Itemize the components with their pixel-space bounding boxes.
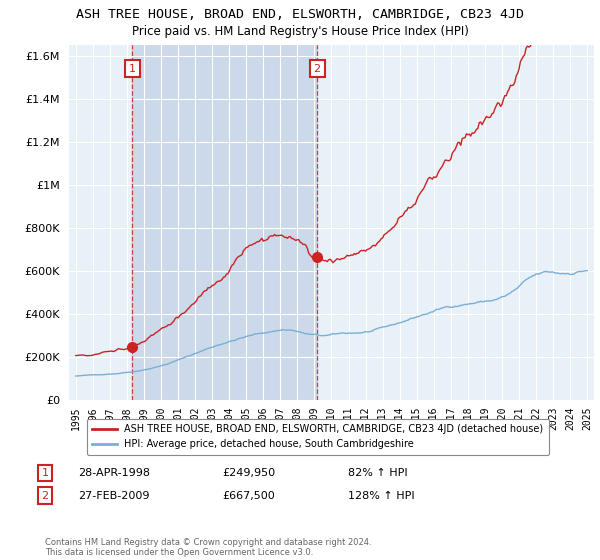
Text: 27-FEB-2009: 27-FEB-2009: [78, 491, 149, 501]
Text: 82% ↑ HPI: 82% ↑ HPI: [348, 468, 407, 478]
Text: 1: 1: [41, 468, 49, 478]
Text: £249,950: £249,950: [222, 468, 275, 478]
Text: 128% ↑ HPI: 128% ↑ HPI: [348, 491, 415, 501]
Text: Contains HM Land Registry data © Crown copyright and database right 2024.
This d: Contains HM Land Registry data © Crown c…: [45, 538, 371, 557]
Text: 28-APR-1998: 28-APR-1998: [78, 468, 150, 478]
Legend: ASH TREE HOUSE, BROAD END, ELSWORTH, CAMBRIDGE, CB23 4JD (detached house), HPI: : ASH TREE HOUSE, BROAD END, ELSWORTH, CAM…: [86, 418, 550, 455]
Text: £667,500: £667,500: [222, 491, 275, 501]
Text: 2: 2: [41, 491, 49, 501]
Text: 2: 2: [314, 63, 321, 73]
Text: Price paid vs. HM Land Registry's House Price Index (HPI): Price paid vs. HM Land Registry's House …: [131, 25, 469, 38]
Bar: [133, 45, 317, 400]
Text: ASH TREE HOUSE, BROAD END, ELSWORTH, CAMBRIDGE, CB23 4JD: ASH TREE HOUSE, BROAD END, ELSWORTH, CAM…: [76, 8, 524, 21]
Text: 1: 1: [129, 63, 136, 73]
